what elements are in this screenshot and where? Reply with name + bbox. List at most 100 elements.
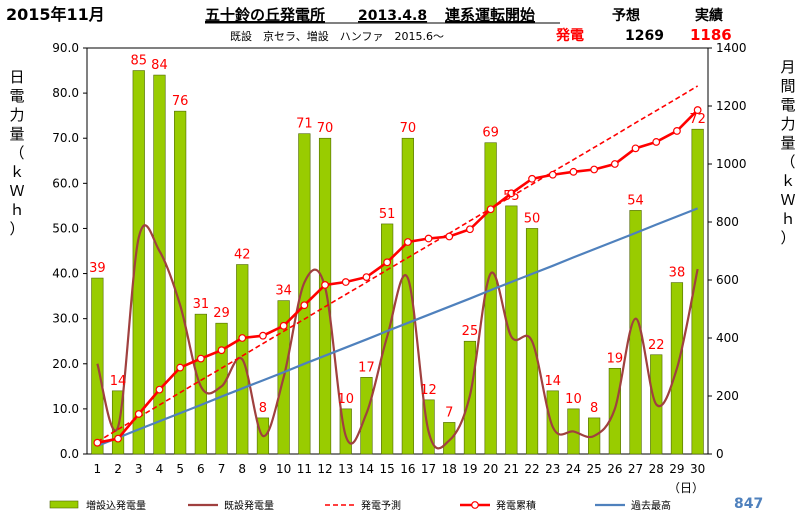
cumulative-point-day-18 [445,232,454,241]
y-left-tick-label: 90.0 [52,41,79,55]
y-right-tick-label: 600 [716,273,739,287]
y-right-label-char: 量 [780,134,795,152]
bar-label-day-19: 25 [462,324,479,339]
y-left-label-char: ｋ [9,163,24,181]
x-tick-label: 4 [156,462,164,476]
bar-day-3 [132,70,145,455]
x-tick-label: 30 [690,462,705,476]
bar-label-day-25: 8 [590,401,598,416]
cumulative-point-day-24 [569,167,578,176]
legend-swatch-bar [49,500,79,509]
cumulative-point-day-3 [134,410,143,418]
bar-label-day-5: 76 [172,94,189,109]
x-tick-label: 26 [607,462,622,476]
header-plant: 五十鈴の丘発電所 [205,6,325,24]
y-axis-right: 0 200 400 600 800 1000 1200 1400 [708,41,747,461]
y-left-label-char: Ｗ [9,182,24,200]
y-left-label-char: 量 [9,125,24,143]
x-tick-label: 22 [524,462,539,476]
header-forecast-value: 1269 [625,28,664,44]
header-start-label: 連系運転開始 [445,6,535,24]
x-tick-label: 18 [442,462,457,476]
cumulative-point-day-29 [673,127,681,135]
cumulative-point-day-28 [652,138,661,146]
bar-label-day-18: 7 [445,405,453,420]
bar-label-day-7: 29 [213,306,230,321]
bar-label-day-11: 71 [296,117,313,132]
cumulative-point-day-30 [693,106,702,114]
y-left-tick-label: 10.0 [52,402,79,416]
x-axis-unit: （日） [668,481,704,495]
cumulative-point-day-20 [486,205,495,214]
y-left-tick-label: 20.0 [52,357,79,371]
bar-label-day-1: 39 [89,261,106,276]
bar-label-day-15: 51 [379,207,396,222]
x-tick-label: 14 [359,462,374,476]
x-tick-label: 8 [238,462,246,476]
bar-label-day-12: 70 [317,121,334,136]
header-forecast-label: 予想 [612,7,640,24]
y-left-tick-label: 70.0 [52,131,79,145]
y-right-label-char: 力 [780,115,795,133]
x-tick-label: 13 [338,462,353,476]
y-right-label-char: （ [780,153,795,171]
bar-day-21 [505,205,518,455]
x-tick-label: 11 [297,462,312,476]
x-tick-label: 1 [94,462,102,476]
x-tick-label: 5 [176,462,184,476]
x-tick-label: 25 [587,462,602,476]
legend-label: 発電累積 [496,499,536,512]
y-right-label-char: 電 [780,96,795,114]
bar-label-day-16: 70 [400,121,417,136]
bar-label-day-24: 10 [565,392,582,407]
x-tick-label: 16 [400,462,415,476]
x-tick-label: 2 [114,462,122,476]
bar-day-7 [215,322,228,455]
x-tick-label: 27 [628,462,643,476]
cumulative-point-day-1 [93,438,102,447]
legend-label: 既設発電量 [224,499,274,512]
bar-day-18 [443,422,456,455]
legend-label: 過去最高 [631,499,671,512]
y-left-label-char: ） [9,220,24,238]
bar-label-day-8: 42 [234,248,251,263]
header-start-date: 2013.4.8 [358,8,427,24]
y-left-label-char: ｈ [9,201,24,219]
header-actual-label: 実績 [695,7,723,24]
x-tick-label: 17 [421,462,436,476]
cumulative-point-day-9 [259,331,267,340]
x-tick-label: 7 [218,462,226,476]
cumulative-point-day-26 [610,160,619,168]
cumulative-point-day-27 [631,144,640,153]
header-month: 2015年11月 [6,5,105,24]
bar-label-day-10: 34 [275,284,292,299]
y-right-tick-label: 1200 [716,99,747,113]
bar-label-day-29: 38 [669,266,686,281]
y-axis-left: 0.0 10.0 20.0 30.0 40.0 50.0 60.0 70.0 80.0 90.0 [52,41,87,461]
y-right-label-char: 間 [780,77,795,95]
cumulative-point-day-19 [466,225,474,234]
y-left-tick-label: 30.0 [52,312,79,326]
x-tick-label: 15 [380,462,395,476]
bar-day-13 [339,408,352,455]
bar-day-27 [629,210,642,455]
bar-label-day-9: 8 [259,401,267,416]
y-right-label-char: ） [780,229,795,247]
cumulative-point-day-25 [590,165,599,174]
bar-label-day-28: 22 [648,338,665,353]
cumulative-point-day-4 [155,385,164,394]
cumulative-point-day-12 [321,281,329,289]
bar-label-day-14: 17 [358,360,375,375]
x-tick-label: 6 [197,462,205,476]
bar-day-30 [691,128,704,455]
y-left-tick-label: 50.0 [52,221,79,235]
cumulative-point-day-23 [548,170,557,179]
cumulative-point-day-22 [528,174,536,183]
cumulative-point-day-2 [114,434,122,443]
bar-label-day-27: 54 [627,193,644,208]
cumulative-point-day-10 [279,321,288,330]
bar-label-day-22: 50 [524,211,541,226]
bar-label-day-26: 19 [607,351,624,366]
